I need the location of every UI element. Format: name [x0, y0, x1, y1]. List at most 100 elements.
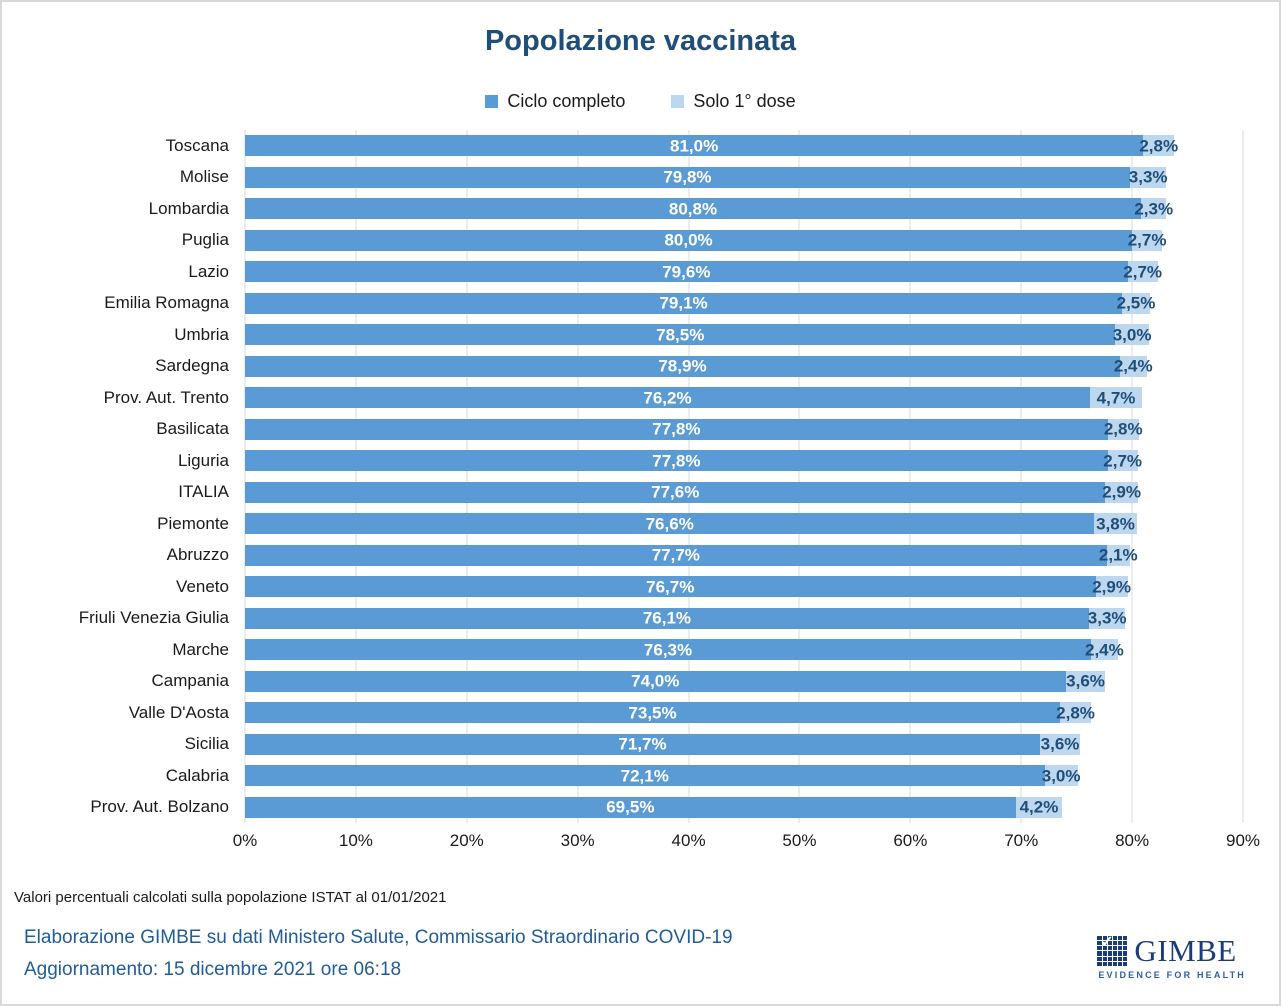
bar-stack: 80,8% 2,3% — [245, 198, 1243, 220]
bar-ciclo-completo: 80,0% — [245, 229, 1133, 251]
bar-value-label: 2,9% — [1102, 482, 1141, 502]
grid-cell — [1097, 961, 1102, 966]
bar-value-label: 81,0% — [669, 136, 719, 156]
bar-value-label: 2,3% — [1134, 199, 1174, 219]
bar-solo-1-dose: 3,0% — [1113, 324, 1151, 346]
bar-solo-1-dose: 2,8% — [1104, 418, 1143, 440]
bar-row: 76,7% 2,9% — [245, 571, 1243, 603]
bar-ciclo-completo: 76,2% — [245, 387, 1090, 409]
category-axis: Toscana Molise Lombardia Puglia Lazio Emilia … — [2, 130, 245, 823]
bar-solo-1-dose: 2,7% — [1103, 450, 1142, 472]
grid-cell — [1107, 936, 1112, 941]
bar-solo-1-dose: 3,6% — [1040, 733, 1080, 755]
grid-cell — [1123, 956, 1128, 961]
bar-value-label: 3,6% — [1066, 671, 1105, 691]
bar-stack: 76,6% 3,8% — [245, 513, 1243, 535]
bar-value-label: 69,5% — [606, 797, 655, 817]
bar-value-label: 4,2% — [1019, 797, 1059, 817]
grid-cell — [1112, 936, 1118, 941]
bar-value-label: 80,0% — [664, 230, 713, 250]
grid-cell — [1107, 941, 1112, 946]
bar-solo-1-dose: 2,9% — [1092, 576, 1131, 598]
bar-value-label: 2,5% — [1116, 293, 1156, 313]
x-axis-tick: 90% — [1225, 831, 1261, 850]
bar-value-label: 76,6% — [645, 514, 694, 534]
bar-value-label: 78,9% — [658, 356, 707, 376]
gridline — [1242, 130, 1244, 823]
bar-solo-1-dose: 3,3% — [1128, 166, 1168, 188]
bar-value-label: 2,7% — [1127, 230, 1167, 250]
bar-ciclo-completo: 77,6% — [245, 481, 1106, 503]
category-label: Toscana — [165, 135, 229, 155]
bar-ciclo-completo: 79,1% — [245, 292, 1123, 314]
check-icon: ✓ — [1100, 934, 1114, 951]
grid-cell — [1123, 961, 1128, 966]
footer: Elaborazione GIMBE su dati Ministero Sal… — [24, 922, 1279, 986]
bar-stack: 73,5% 2,8% — [245, 702, 1243, 724]
bar-solo-1-dose: 3,3% — [1087, 607, 1127, 629]
bar-row: 79,6% 2,7% — [245, 256, 1243, 288]
grid-cell — [1112, 961, 1118, 966]
category-label: Friuli Venezia Giulia — [78, 608, 229, 628]
bar-ciclo-completo: 79,8% — [245, 166, 1130, 188]
gridline — [244, 130, 246, 823]
bar-value-label: 3,3% — [1128, 167, 1168, 187]
x-axis-tick: 30% — [560, 831, 595, 850]
category-label: Valle D'Aosta — [128, 702, 229, 722]
bar-value-label: 2,1% — [1098, 545, 1138, 565]
grid-cell — [1097, 956, 1102, 961]
grid-cell — [1118, 936, 1123, 941]
bar-value-label: 79,1% — [659, 293, 708, 313]
bar-stack: 77,6% 2,9% — [245, 481, 1243, 503]
bar-stack: 74,0% 3,6% — [245, 670, 1243, 692]
bar-row: 77,6% 2,9% — [245, 477, 1243, 509]
bar-value-label: 77,6% — [651, 482, 700, 502]
bar-value-label: 79,6% — [662, 262, 711, 282]
bar-solo-1-dose: 4,7% — [1089, 387, 1143, 409]
bar-stack: 80,0% 2,7% — [245, 229, 1243, 251]
legend-item-ciclo-completo: Ciclo completo — [485, 90, 625, 112]
bar-stack: 76,2% 4,7% — [245, 387, 1243, 409]
bar-value-label: 77,8% — [652, 451, 701, 471]
bar-value-label: 2,9% — [1092, 577, 1131, 597]
gridline — [1131, 130, 1133, 823]
category-label: Prov. Aut. Trento — [103, 387, 229, 407]
grid-cell — [1102, 946, 1107, 951]
bar-row: 69,5% 4,2% — [245, 792, 1243, 824]
bar-stack: 78,9% 2,4% — [245, 355, 1243, 377]
bar-value-label: 79,8% — [663, 167, 712, 187]
bar-value-label: 2,4% — [1113, 356, 1153, 376]
bar-ciclo-completo: 72,1% — [245, 765, 1045, 787]
bar-value-label: 80,8% — [668, 199, 718, 219]
bar-row: 74,0% 3,6% — [245, 666, 1243, 698]
bar-row: 77,7% 2,1% — [245, 540, 1243, 572]
gridline — [798, 130, 800, 823]
bar-value-label: 76,2% — [643, 388, 692, 408]
grid-cell — [1097, 951, 1102, 956]
bar-value-label: 2,8% — [1056, 703, 1095, 723]
category-label: Calabria — [165, 765, 229, 785]
legend-label-ciclo-completo: Ciclo completo — [507, 90, 626, 111]
gimbe-logo-top: ✓ GIMBE — [1097, 933, 1237, 968]
category-label: Molise — [179, 167, 229, 187]
grid-cell — [1118, 951, 1123, 956]
bar-solo-1-dose: 2,3% — [1134, 198, 1173, 220]
bar-value-label: 3,3% — [1087, 608, 1127, 628]
legend-swatch-solo-1-dose-icon — [671, 94, 685, 108]
gridline — [577, 130, 579, 823]
bar-ciclo-completo: 71,7% — [245, 733, 1041, 755]
category-label: Veneto — [176, 576, 229, 596]
x-axis-tick: 0% — [232, 831, 258, 850]
bar-solo-1-dose: 2,4% — [1085, 639, 1124, 661]
category-label: Campania — [151, 671, 230, 691]
gimbe-logo-name: GIMBE — [1134, 933, 1237, 968]
category-label: Piemonte — [157, 513, 229, 533]
bar-solo-1-dose: 3,8% — [1094, 513, 1137, 535]
bar-value-label: 2,8% — [1139, 136, 1179, 156]
bar-ciclo-completo: 76,3% — [245, 639, 1092, 661]
bar-stack: 69,5% 4,2% — [245, 796, 1243, 818]
bar-row: 76,2% 4,7% — [245, 382, 1243, 414]
bar-value-label: 76,1% — [642, 608, 692, 628]
bar-value-label: 3,0% — [1041, 766, 1081, 786]
